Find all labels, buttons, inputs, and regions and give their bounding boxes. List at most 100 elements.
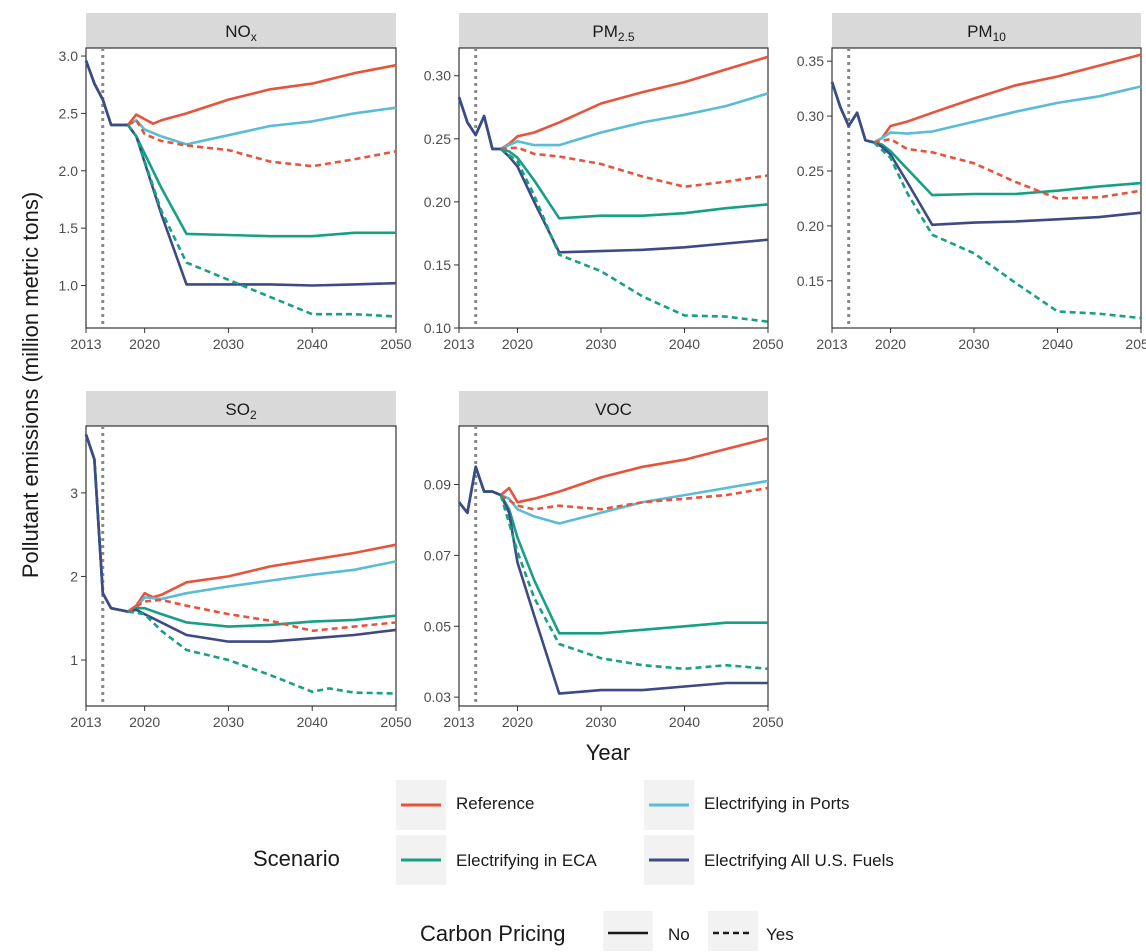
series-line-electrifying-in-ecacarbon-pricing bbox=[872, 141, 1142, 320]
legend-item-label: Electrifying in ECA bbox=[456, 851, 597, 870]
x-tick-label: 2040 bbox=[669, 714, 700, 730]
panel-frame bbox=[85, 47, 397, 329]
y-tick-label: 0.15 bbox=[797, 273, 824, 289]
x-tick-label: 2050 bbox=[380, 714, 411, 730]
panel-pm25: PM2.5 2013 2020 2030 2040 2050 0.10 0.15 0.20 0.2… bbox=[424, 13, 784, 352]
facet-title: NOx bbox=[225, 22, 257, 44]
legend-scenario-title: Scenario bbox=[253, 846, 340, 871]
x-tick-label: 2020 bbox=[129, 336, 160, 352]
legend-pricing-label: Yes bbox=[766, 925, 794, 944]
panel-frame bbox=[458, 425, 769, 707]
x-tick-label: 2040 bbox=[1042, 336, 1073, 352]
facet-title: PM10 bbox=[967, 22, 1006, 44]
facet-strip bbox=[459, 13, 768, 48]
y-tick-label: 0.25 bbox=[424, 131, 451, 147]
series-line-electrifying-in-ecacarbon-pricing bbox=[126, 124, 397, 318]
y-tick-label: 3 bbox=[70, 485, 78, 501]
x-tick-label: 2020 bbox=[502, 336, 533, 352]
facet-strip bbox=[459, 391, 768, 426]
y-tick-label: 0.20 bbox=[424, 194, 451, 210]
facet-title-main: SO bbox=[225, 400, 250, 419]
y-tick-label: 3.0 bbox=[59, 48, 79, 64]
panel-frame bbox=[458, 47, 769, 329]
x-tick-label: 2013 bbox=[443, 336, 474, 352]
legend-carbon-pricing-title: Carbon Pricing bbox=[420, 921, 566, 946]
legend-item-label: Electrifying in Ports bbox=[704, 794, 850, 813]
facet-strip bbox=[86, 391, 396, 426]
legend-pricing-label: No bbox=[668, 925, 690, 944]
legend-key-bg bbox=[708, 911, 758, 951]
x-tick-label: 2013 bbox=[443, 714, 474, 730]
y-tick-label: 0.30 bbox=[797, 108, 824, 124]
x-tick-label: 2050 bbox=[752, 714, 783, 730]
x-tick-label: 2020 bbox=[129, 714, 160, 730]
x-tick-label: 2050 bbox=[380, 336, 411, 352]
x-tick-label: 2020 bbox=[502, 714, 533, 730]
x-tick-label: 2030 bbox=[213, 714, 244, 730]
y-tick-label: 0.05 bbox=[424, 618, 451, 634]
x-tick-label: 2030 bbox=[585, 336, 616, 352]
facet-title-sub: 2.5 bbox=[618, 30, 635, 44]
series-line-referencecarbon-pricing bbox=[500, 146, 769, 188]
x-tick-label: 2040 bbox=[297, 336, 328, 352]
legend-pricing-no: No bbox=[603, 911, 690, 951]
legend-item-electrifying-all-u-s-fuels: Electrifying All U.S. Fuels bbox=[644, 835, 894, 885]
facet-title: VOC bbox=[595, 400, 632, 419]
x-tick-label: 2030 bbox=[585, 714, 616, 730]
series-line-referencecarbon-pricing bbox=[127, 119, 397, 168]
y-tick-label: 0.09 bbox=[424, 476, 451, 492]
series-line-electrifying-in-ecacarbon-pricing bbox=[499, 494, 769, 671]
facet-title-sub: 10 bbox=[993, 30, 1007, 44]
y-tick-label: 2 bbox=[70, 568, 78, 584]
x-tick-label: 2050 bbox=[1125, 336, 1146, 352]
facet-title-main: VOC bbox=[595, 400, 632, 419]
facet-title: SO2 bbox=[225, 400, 257, 422]
legend-item-label: Reference bbox=[456, 794, 534, 813]
x-tick-label: 2030 bbox=[958, 336, 989, 352]
y-tick-label: 1 bbox=[70, 652, 78, 668]
panel-nox: NOx 2013 2020 2030 2040 2050 1.0 1.5 2.0 2.5 3.0 bbox=[59, 13, 412, 352]
facet-title-main: NO bbox=[225, 22, 251, 41]
series-line-referencecarbon-pricing bbox=[500, 486, 769, 511]
x-tick-label: 2050 bbox=[752, 336, 783, 352]
legend-key-bg bbox=[603, 911, 653, 951]
series-line-electrifying-all-u-s-fuelsno-pricing bbox=[457, 465, 768, 695]
x-tick-label: 2013 bbox=[70, 336, 101, 352]
facet-strip bbox=[86, 13, 396, 48]
x-axis-title: Year bbox=[586, 740, 630, 765]
y-tick-label: 0.10 bbox=[424, 320, 451, 336]
x-tick-label: 2020 bbox=[875, 336, 906, 352]
y-tick-label: 0.20 bbox=[797, 218, 824, 234]
x-tick-label: 2040 bbox=[669, 336, 700, 352]
facet-title-sub: 2 bbox=[250, 408, 257, 422]
series-line-electrifying-in-ecacarbon-pricing bbox=[500, 147, 769, 323]
y-tick-label: 1.0 bbox=[59, 278, 79, 294]
series-line-referencecarbon-pricing bbox=[873, 137, 1142, 200]
facet-title-main: PM bbox=[592, 22, 618, 41]
y-tick-label: 0.25 bbox=[797, 163, 824, 179]
x-tick-label: 2013 bbox=[816, 336, 847, 352]
y-tick-label: 0.07 bbox=[424, 547, 451, 563]
series-line-electrifying-all-u-s-fuelsno-pricing bbox=[457, 96, 769, 254]
legend-item-electrifying-in-eca: Electrifying in ECA bbox=[396, 835, 597, 885]
facet-title-sub: x bbox=[251, 30, 257, 44]
facet-title-main: PM bbox=[967, 22, 993, 41]
legend-item-electrifying-in-ports: Electrifying in Ports bbox=[644, 780, 850, 830]
x-tick-label: 2013 bbox=[70, 714, 101, 730]
series-line-referencecarbon-pricing bbox=[127, 598, 397, 633]
y-axis-title: Pollutant emissions (million metric tons… bbox=[18, 192, 43, 578]
legend: Scenario Reference Electrifying in Ports El… bbox=[253, 780, 894, 951]
legend-pricing-yes: Yes bbox=[708, 911, 794, 951]
x-tick-label: 2030 bbox=[213, 336, 244, 352]
facet-title: PM2.5 bbox=[592, 22, 635, 44]
legend-item-reference: Reference bbox=[396, 780, 534, 830]
y-tick-label: 2.5 bbox=[59, 105, 79, 121]
legend-item-label: Electrifying All U.S. Fuels bbox=[704, 851, 894, 870]
y-tick-label: 1.5 bbox=[59, 220, 79, 236]
panel-voc: VOC 2013 2020 2030 2040 2050 0.03 0.05 0.07 0.09 bbox=[424, 391, 784, 730]
facet-panels: NOx 2013 2020 2030 2040 2050 1.0 1.5 2.0 2.5 3.0 PM… bbox=[59, 13, 1146, 730]
panel-frame bbox=[85, 425, 397, 707]
y-tick-label: 0.03 bbox=[424, 689, 451, 705]
